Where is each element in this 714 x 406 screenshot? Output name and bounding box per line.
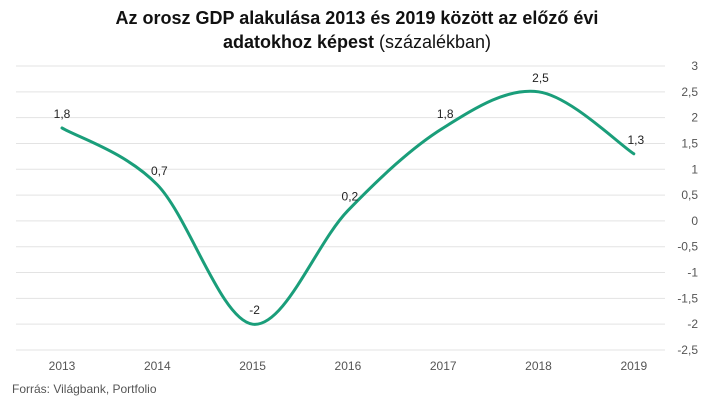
y-tick-label: 3	[691, 59, 698, 73]
y-tick-label: -1	[687, 266, 698, 280]
x-tick-label: 2016	[335, 359, 362, 373]
x-tick-label: 2019	[620, 359, 647, 373]
title-line2-bold: adatokhoz képest	[222, 32, 374, 52]
title-line1-text: Az orosz GDP alakulása 2013 és 2019 közö…	[115, 8, 599, 28]
gridlines	[16, 65, 665, 351]
y-tick-label: 2	[691, 111, 698, 125]
y-tick-label: 0	[691, 214, 698, 228]
y-tick-label: 1,5	[681, 136, 698, 150]
y-tick-label: 2,5	[681, 85, 698, 99]
data-label: 0,2	[342, 190, 359, 204]
x-tick-label: 2015	[239, 359, 266, 373]
data-label: 0,7	[151, 164, 168, 178]
data-label: 2,5	[532, 71, 549, 85]
source-note: Forrás: Világbank, Portfolio	[12, 382, 157, 396]
x-tick-label: 2013	[49, 359, 76, 373]
series-line-layer	[60, 89, 636, 326]
y-axis-ticks: 3 2,5 2 1,5 1 0,5 0 -0,5 -1 -1,5 -2 -2,5	[677, 59, 698, 357]
x-tick-label: 2018	[525, 359, 552, 373]
data-label: 1,8	[54, 107, 71, 121]
y-tick-label: -0,5	[677, 240, 698, 254]
x-tick-label: 2014	[144, 359, 171, 373]
y-tick-label: -1,5	[677, 291, 698, 305]
data-labels: 1,8 0,7 -2 0,2 1,8 2,5 1,3	[54, 71, 645, 317]
title-line2-normal: (százalékban)	[373, 32, 492, 52]
y-tick-label: -2	[687, 317, 698, 331]
x-axis-ticks: 2013 2014 2015 2016 2017 2018 2019	[49, 359, 648, 373]
data-label: 1,3	[627, 133, 644, 147]
series-line	[60, 89, 636, 326]
chart-title: Az orosz GDP alakulása 2013 és 2019 közö…	[0, 6, 714, 54]
chart-title-line-2: adatokhoz képest (százalékban)	[0, 30, 714, 54]
chart-title-line-1: Az orosz GDP alakulása 2013 és 2019 közö…	[0, 6, 714, 30]
y-tick-label: 1	[691, 162, 698, 176]
x-tick-label: 2017	[430, 359, 457, 373]
data-label: -2	[249, 303, 260, 317]
y-tick-label: 0,5	[681, 188, 698, 202]
y-tick-label: -2,5	[677, 343, 698, 357]
data-label: 1,8	[437, 107, 454, 121]
